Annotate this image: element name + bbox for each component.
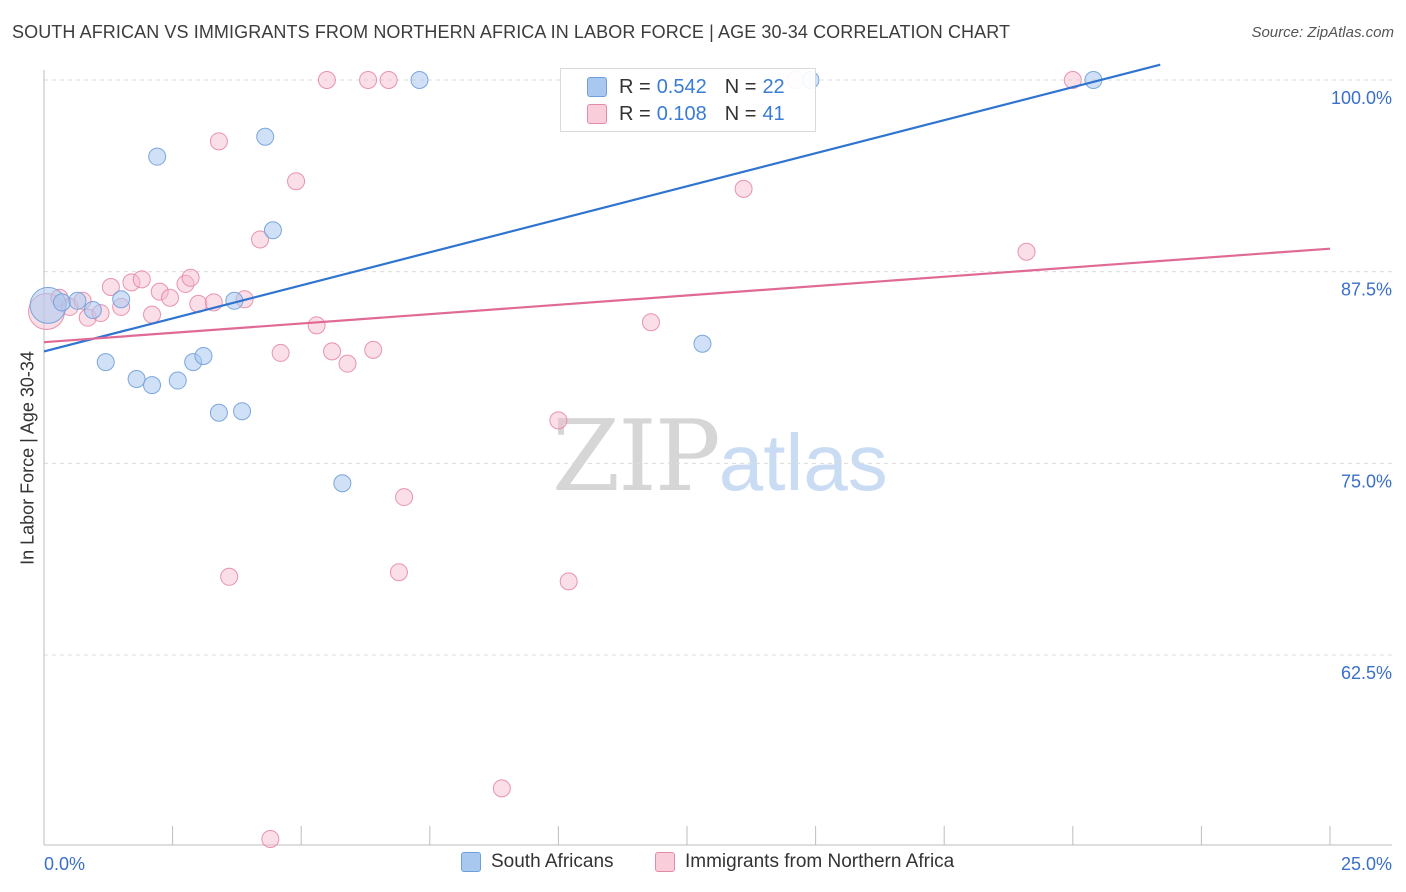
immigrant-point [323,342,342,361]
bottom-legend-label: Immigrants from Northern Africa [685,851,955,872]
bottom-legend-swatch-pink [655,852,675,872]
south-african-point [693,334,712,353]
immigrant-point [287,172,306,191]
legend-n-value: 41 [762,102,785,125]
immigrant-point [317,71,336,89]
legend-r-label: R = [619,75,651,98]
y-tick-label: 100.0% [1331,88,1392,108]
south-african-point [53,293,72,312]
immigrant-point [150,282,169,301]
stats-legend: R = 0.542 N = 22 R = 0.108 N = 41 [560,68,816,132]
immigrant-point [161,288,180,307]
south-african-trendline [43,63,1161,353]
immigrant-point [143,305,162,324]
legend-n-label: N = [724,75,757,98]
x-tick-label: 25.0% [1341,854,1392,874]
bottom-legend-label: South Africans [491,851,614,872]
legend-r-label: R = [619,102,651,125]
bottom-legend-immigrants: Immigrants from Northern Africa [655,851,954,873]
bottom-legend-south-africans: South Africans [461,851,614,873]
immigrant-point [389,563,408,582]
immigrant-point [122,273,141,292]
immigrant-point [307,316,326,335]
y-tick-label: 75.0% [1341,471,1392,491]
legend-n-value: 22 [762,75,785,98]
legend-row-south-africans: R = 0.542 N = 22 [587,74,785,100]
y-tick-label: 62.5% [1341,663,1392,683]
immigrant-point [734,179,753,198]
immigrant-point [549,411,568,430]
y-axis-label: In Labor Force | Age 30-34 [17,351,38,565]
immigrant-point [492,779,511,798]
immigrant-point [559,572,578,591]
immigrant-point [1017,242,1036,261]
legend-swatch-blue [587,77,607,97]
immigrant-point [220,567,239,586]
immigrant-point [101,278,120,296]
y-tick-label: 87.5% [1341,280,1392,300]
south-african-point [127,370,146,388]
south-african-point [194,347,213,365]
immigrant-trendline [43,247,1331,344]
south-african-point [143,376,162,395]
immigrant-point [251,230,270,249]
immigrant-point [395,488,414,507]
watermark: ZIPatlas [552,400,888,514]
legend-r-value: 0.542 [656,75,707,98]
legend-swatch-pink [587,104,607,124]
source-label: Source: ZipAtlas.com [1251,24,1394,41]
south-african-point [333,474,352,493]
south-african-point [233,402,252,421]
immigrant-point [641,313,660,332]
south-african-point [168,371,187,390]
watermark-zip: ZIP [552,400,721,514]
south-african-point [263,221,282,240]
watermark-atlas: atlas [718,418,888,507]
bottom-legend-swatch-blue [461,852,481,872]
south-african-point [83,301,102,319]
immigrant-point [338,354,357,373]
immigrant-point [181,268,200,287]
legend-n-label: N = [724,102,757,125]
south-african-point [112,290,131,309]
south-african-point [410,71,429,89]
south-african-point [68,291,87,310]
immigrant-point [359,71,378,89]
legend-r-value: 0.108 [656,102,707,125]
immigrant-point [132,270,151,289]
south-african-point [209,403,228,422]
immigrant-point [1063,71,1082,89]
south-african-point [148,147,167,166]
chart-title: SOUTH AFRICAN VS IMMIGRANTS FROM NORTHER… [12,22,1011,42]
x-tick-label: 0.0% [44,854,85,874]
south-african-point [96,353,115,372]
immigrant-point [271,343,290,362]
legend-row-immigrants: R = 0.108 N = 41 [587,101,785,127]
immigrant-point [379,71,398,89]
south-african-point [256,127,275,146]
immigrant-point [209,132,228,151]
immigrant-point [364,340,383,359]
immigrant-point [261,830,280,848]
